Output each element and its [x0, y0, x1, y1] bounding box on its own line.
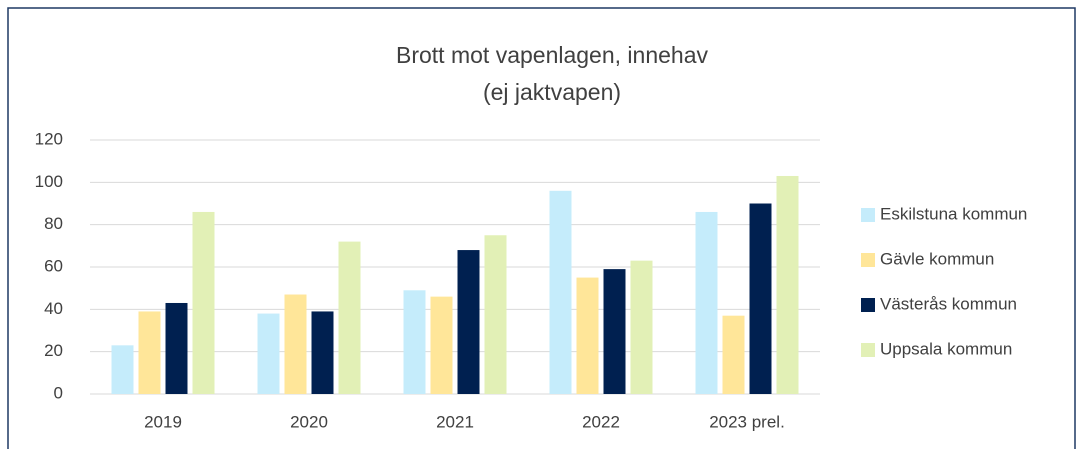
x-tick-label: 2020: [290, 412, 328, 431]
bar: [257, 313, 280, 394]
bar: [484, 235, 507, 394]
bar: [111, 345, 134, 394]
bar: [603, 269, 626, 394]
legend-label: Västerås kommun: [880, 294, 1017, 313]
x-tick-label: 2023 prel.: [709, 412, 785, 431]
y-tick-label: 100: [35, 172, 63, 191]
legend-label: Uppsala kommun: [880, 339, 1012, 358]
legend-swatch: [861, 253, 875, 267]
bar: [457, 250, 480, 394]
x-tick-label: 2019: [144, 412, 182, 431]
chart-subtitle: (ej jaktvapen): [483, 79, 621, 105]
bar: [192, 211, 215, 394]
bar: [338, 241, 361, 394]
y-tick-label: 20: [44, 341, 63, 360]
y-tick-label: 0: [54, 383, 63, 402]
x-tick-label: 2022: [582, 412, 620, 431]
bar: [165, 302, 188, 394]
bar: [430, 296, 453, 394]
bar: [311, 311, 334, 394]
legend-label: Eskilstuna kommun: [880, 204, 1027, 223]
bar: [695, 211, 718, 394]
bar: [403, 290, 426, 394]
legend-swatch: [861, 298, 875, 312]
legend-label: Gävle kommun: [880, 249, 994, 268]
bar: [722, 315, 745, 394]
bar: [549, 190, 572, 394]
y-tick-label: 60: [44, 256, 63, 275]
bar: [630, 260, 653, 394]
bar: [749, 203, 772, 394]
bar: [776, 175, 799, 394]
y-tick-label: 120: [35, 129, 63, 148]
chart-title: Brott mot vapenlagen, innehav: [396, 42, 708, 68]
frame: [7, 7, 1076, 449]
y-tick-label: 80: [44, 214, 63, 233]
legend-swatch: [861, 343, 875, 357]
x-tick-label: 2021: [436, 412, 474, 431]
y-tick-label: 40: [44, 299, 63, 318]
bar: [284, 294, 307, 394]
bar: [576, 277, 599, 394]
bar: [138, 311, 161, 394]
legend-swatch: [861, 208, 875, 222]
